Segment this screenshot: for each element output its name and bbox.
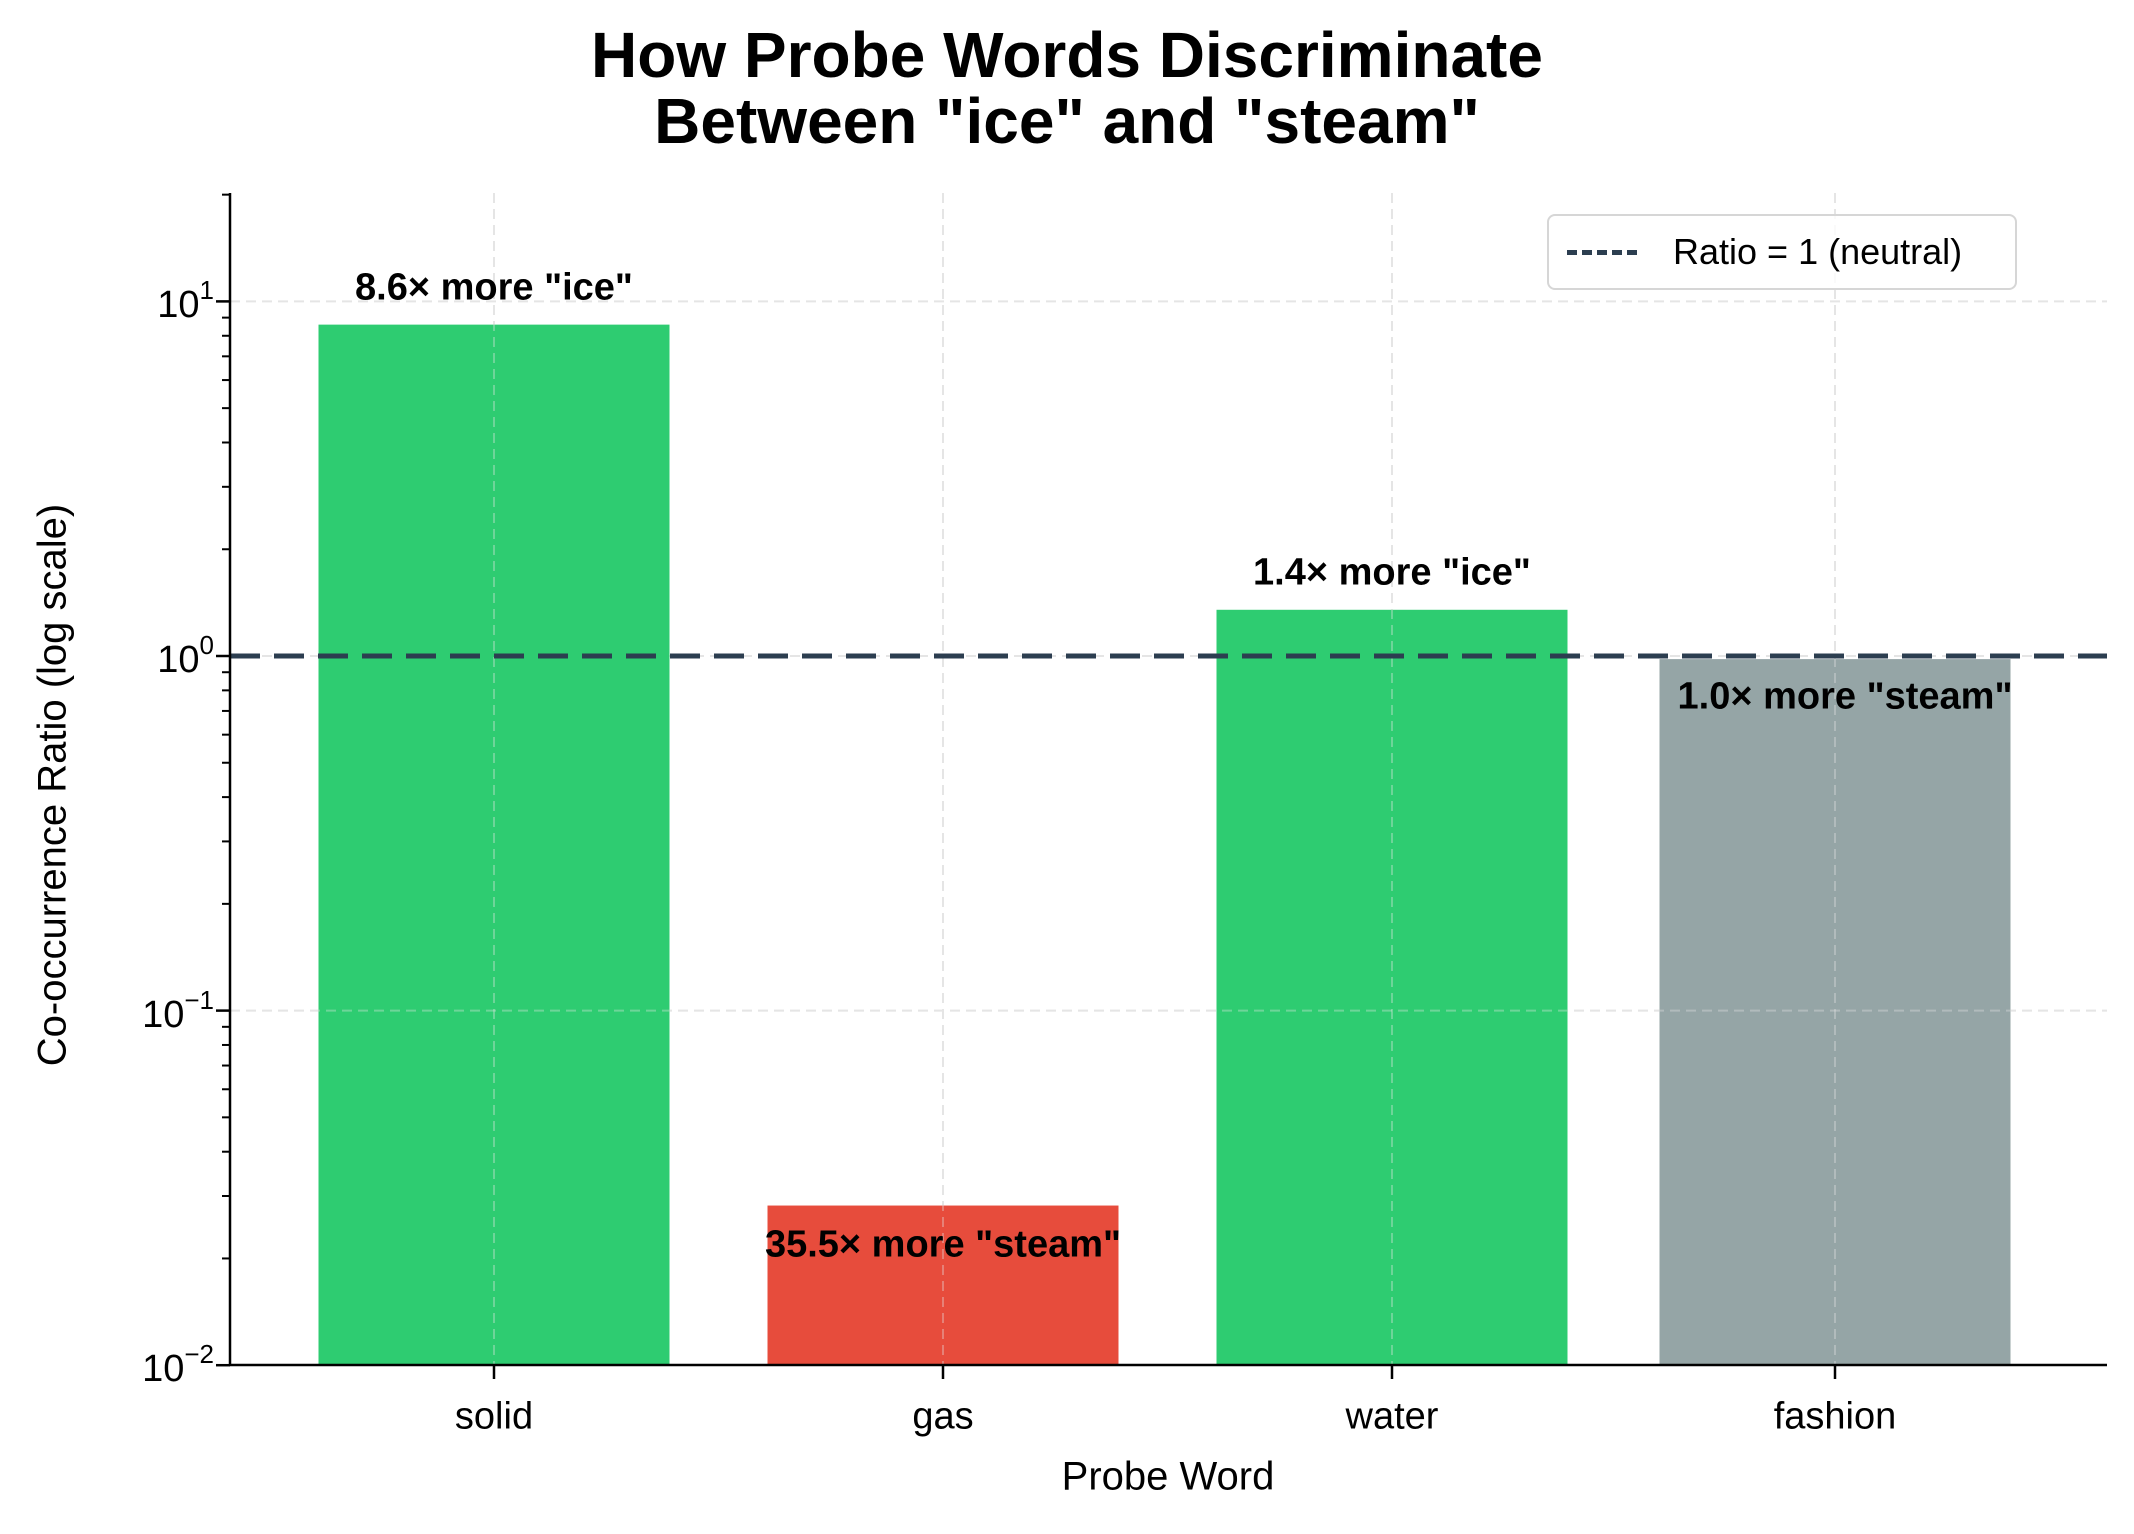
bar-gas bbox=[767, 1205, 1119, 1365]
y-tick-label-0.01: 10−2 bbox=[142, 1339, 214, 1390]
y-tick-label-1: 100 bbox=[157, 630, 214, 681]
dashed-line-legend-icon bbox=[1567, 249, 1637, 255]
x-axis-label: Probe Word bbox=[1061, 1454, 1275, 1499]
x-tick-label-gas: gas bbox=[912, 1395, 974, 1438]
x-tick-label-fashion: fashion bbox=[1773, 1395, 1897, 1438]
chart-title-line-1: How Probe Words Discriminate bbox=[591, 19, 1543, 91]
legend-label: Ratio = 1 (neutral) bbox=[1673, 231, 1963, 272]
bar-label-gas: 35.5× more "steam" bbox=[764, 1223, 1122, 1266]
y-tick-label-0.1: 10−1 bbox=[142, 985, 214, 1036]
bar-label-water: 1.4× more "ice" bbox=[1253, 551, 1531, 594]
chart-title: How Probe Words Discriminate Between "ic… bbox=[0, 22, 2134, 154]
y-tick-label-10: 101 bbox=[157, 275, 214, 326]
x-tick-label-water: water bbox=[1345, 1395, 1439, 1438]
chart-title-line-2: Between "ice" and "steam" bbox=[654, 85, 1480, 157]
bar-water bbox=[1216, 609, 1568, 1365]
bar-solid bbox=[318, 324, 670, 1366]
bar-label-fashion: 1.0× more "steam" bbox=[1677, 675, 2013, 718]
bar-label-solid: 8.6× more "ice" bbox=[355, 266, 633, 309]
bar-fashion bbox=[1659, 659, 2011, 1365]
y-axis-label: Co-occurrence Ratio (log scale) bbox=[30, 503, 75, 1067]
x-tick-label-solid: solid bbox=[454, 1395, 534, 1438]
legend: Ratio = 1 (neutral) bbox=[1547, 214, 2017, 290]
